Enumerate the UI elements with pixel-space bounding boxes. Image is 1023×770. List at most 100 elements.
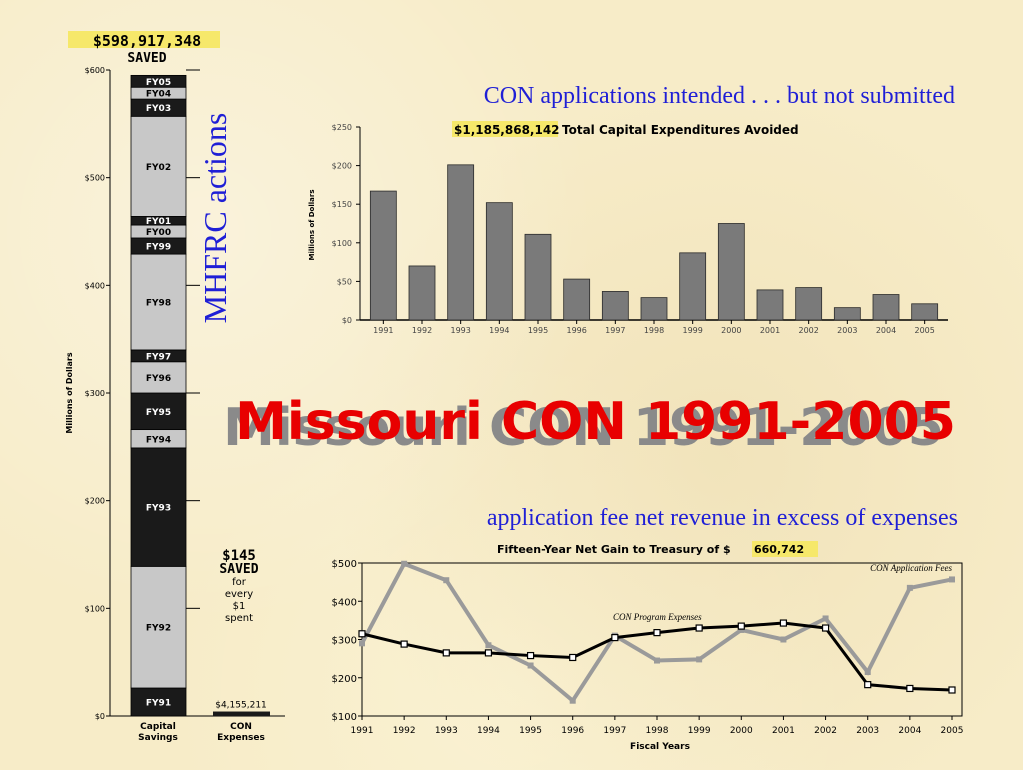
expenses-point — [442, 649, 450, 657]
y-tick-label: $100 — [332, 239, 352, 248]
stack-segment-label: FY98 — [146, 299, 171, 309]
net-gain-line-chart: Fifteen-Year Net Gain to Treasury of $ 66… — [332, 541, 964, 752]
expenses-point — [611, 633, 619, 642]
x-tick-label: 1999 — [682, 326, 702, 335]
x-tick-label: 2000 — [730, 726, 753, 736]
chart-title-text: Total Capital Expenditures Avoided — [562, 123, 799, 137]
x-tick-label: 1993 — [435, 726, 458, 736]
x-tick-label: 2005 — [914, 326, 934, 335]
category-label: CON — [230, 722, 252, 732]
ratio-line: $1 — [233, 601, 246, 612]
fees-point — [738, 626, 745, 633]
fees-point — [696, 656, 703, 663]
slide-title-shadow: Missouri CON 1991-2005 — [223, 398, 944, 458]
expenses-point — [948, 686, 956, 694]
x-tick-label: 2000 — [721, 326, 741, 335]
series-label-program-expenses: CON Program Expenses — [613, 612, 702, 622]
x-tick-label: 2004 — [876, 326, 896, 335]
x-tick-label: 1998 — [644, 326, 664, 335]
title-amount: $598,917,348 — [93, 32, 201, 50]
bar-1997 — [601, 291, 629, 321]
y-axis-label: Millions of Dollars — [65, 352, 74, 433]
x-tick-label: 1997 — [605, 326, 625, 335]
y-tick-label: $500 — [85, 174, 105, 183]
expenses-point — [906, 684, 914, 693]
ratio-word: SAVED — [219, 562, 258, 577]
stack-segment-label: FY97 — [146, 352, 171, 362]
expenses-point — [569, 653, 577, 662]
y-tick-label: $400 — [85, 281, 105, 290]
ratio-line: every — [225, 589, 253, 600]
chart-title-amount: $1,185,868,142 — [454, 123, 560, 137]
bar-1991 — [369, 190, 397, 321]
stack-segment-label: FY05 — [146, 78, 171, 88]
x-tick-label: 1995 — [528, 326, 548, 335]
x-tick-label: 1991 — [351, 726, 374, 736]
stack-segment-label: FY96 — [146, 374, 171, 384]
stack-segment-label: FY92 — [146, 624, 171, 634]
category-label: Capital — [140, 722, 176, 732]
stack-segment-label: FY02 — [146, 163, 171, 173]
stack-segment-fy98 — [130, 253, 187, 351]
chart-title-prefix: Fifteen-Year Net Gain to Treasury of $ — [497, 543, 731, 556]
bar-1992 — [408, 265, 436, 321]
y-tick-label: $0 — [342, 316, 352, 325]
fees-point — [864, 669, 871, 676]
expenses-point — [864, 681, 872, 689]
bar-2000 — [717, 223, 745, 321]
x-tick-label: 1991 — [373, 326, 393, 335]
x-tick-label: 1993 — [450, 326, 470, 335]
y-tick-label: $400 — [332, 597, 357, 608]
expenses-point — [484, 649, 493, 657]
x-tick-label: 2005 — [941, 726, 964, 736]
x-tick-label: 2003 — [837, 326, 857, 335]
ratio-line: spent — [225, 613, 253, 624]
fees-point — [485, 642, 492, 649]
expenses-point — [400, 640, 408, 648]
expenses-point — [526, 651, 535, 660]
y-tick-label: $150 — [332, 200, 352, 209]
bar-2005 — [911, 303, 939, 321]
ratio-line: for — [232, 577, 247, 588]
fees-point — [949, 576, 955, 583]
expenses-point — [821, 624, 830, 632]
ratio-amount: $145 — [222, 548, 256, 564]
bar-1999 — [679, 252, 707, 321]
bar-1996 — [563, 278, 591, 321]
title-amount-highlight — [68, 31, 220, 48]
y-tick-label: $200 — [332, 162, 352, 171]
x-tick-label: 1996 — [561, 726, 584, 736]
title-amount-highlight — [752, 541, 818, 557]
category-label: Expenses — [217, 733, 265, 743]
bar-2002 — [795, 287, 823, 321]
fees-point — [569, 697, 576, 704]
stack-segment-label: FY94 — [146, 435, 171, 445]
x-tick-label: 2003 — [856, 726, 879, 736]
y-tick-label: $200 — [85, 497, 105, 506]
y-tick-label: $250 — [332, 123, 352, 132]
x-tick-label: 2002 — [798, 326, 818, 335]
stack-segment-label: FY99 — [146, 243, 171, 253]
stacked-savings-chart: $598,917,348SAVED$0$100$200$300$400$500$… — [65, 31, 285, 743]
stack-segment-label: FY93 — [146, 504, 171, 514]
y-tick-label: $300 — [85, 389, 105, 398]
x-tick-label: 1994 — [477, 726, 500, 736]
x-axis-label: Fiscal Years — [630, 742, 690, 752]
slide-title: Missouri CON 1991-2005 — [235, 392, 956, 452]
bar-1994 — [485, 202, 513, 321]
side-label: MHFRC actions — [197, 113, 233, 324]
line-chart-heading: application fee net revenue in excess of… — [487, 505, 958, 531]
x-tick-label: 1994 — [489, 326, 509, 335]
fees-point — [906, 584, 913, 591]
stack-segment-fy95 — [130, 392, 187, 431]
stack-segment-label: FY00 — [146, 228, 171, 238]
x-tick-label: 2001 — [760, 326, 780, 335]
y-tick-label: $500 — [332, 559, 357, 570]
y-axis-label: Millions of Dollars — [308, 189, 316, 260]
expenses-point — [779, 619, 788, 627]
y-tick-label: $0 — [95, 712, 105, 721]
expenses-point — [737, 622, 745, 630]
y-tick-label: $100 — [332, 712, 357, 723]
bar-2003 — [833, 307, 861, 321]
x-tick-label: 1992 — [412, 326, 432, 335]
